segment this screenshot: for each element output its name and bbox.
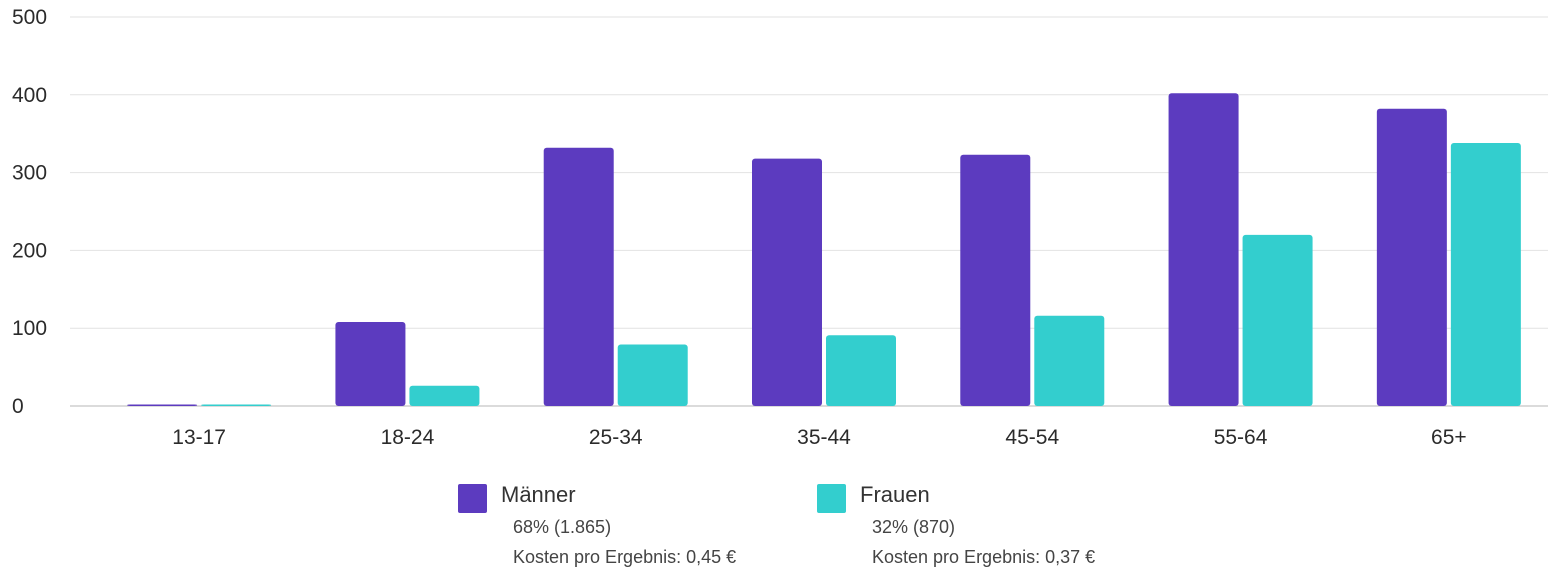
legend-share: 68% (1.865) xyxy=(513,517,612,537)
bar-frauen-55-64[interactable] xyxy=(1242,234,1313,406)
legend-share: 32% (870) xyxy=(872,517,956,537)
bar-frauen-13-17[interactable] xyxy=(201,404,272,406)
y-tick-label: 500 xyxy=(12,6,47,29)
bar-frauen-25-34[interactable] xyxy=(617,344,688,406)
bars xyxy=(127,93,1521,407)
x-tick-label: 45-54 xyxy=(1005,426,1059,449)
bar-chart: 0 100 200 300 400 500 13-17 18-24 25-34 35-44 45-… xyxy=(12,6,1548,449)
legend-cost: Kosten pro Ergebnis: 0,37 € xyxy=(872,547,1096,567)
bar-maenner-45-54[interactable] xyxy=(960,154,1031,406)
bar-frauen-45-54[interactable] xyxy=(1034,315,1105,406)
bar-frauen-18-24[interactable] xyxy=(409,385,480,406)
bar-maenner-55-64[interactable] xyxy=(1168,93,1239,406)
x-tick-label: 35-44 xyxy=(797,426,851,449)
x-tick-label: 18-24 xyxy=(381,426,435,449)
legend-label: Frauen xyxy=(860,482,930,507)
y-tick-label: 0 xyxy=(12,395,24,418)
bar-maenner-13-17[interactable] xyxy=(127,404,198,406)
legend-label: Männer xyxy=(501,482,576,507)
x-tick-label: 25-34 xyxy=(589,426,643,449)
y-tick-label: 300 xyxy=(12,162,47,185)
x-tick-label: 13-17 xyxy=(172,426,226,449)
x-axis-ticks: 13-17 18-24 25-34 35-44 45-54 55-64 65+ xyxy=(172,426,1466,449)
bar-frauen-35-44[interactable] xyxy=(826,335,896,406)
bar-maenner-35-44[interactable] xyxy=(752,158,822,406)
bar-frauen-65+[interactable] xyxy=(1450,143,1521,406)
x-tick-label: 65+ xyxy=(1431,426,1467,449)
x-tick-label: 55-64 xyxy=(1214,426,1268,449)
legend-swatch-frauen xyxy=(817,484,846,513)
bar-maenner-25-34[interactable] xyxy=(543,147,614,407)
legend-swatch-maenner xyxy=(458,484,487,513)
y-tick-label: 400 xyxy=(12,84,47,107)
chart-legend: Männer 68% (1.865) Kosten pro Ergebnis: … xyxy=(458,478,1358,568)
y-tick-label: 200 xyxy=(12,239,47,262)
legend-cost: Kosten pro Ergebnis: 0,45 € xyxy=(513,547,737,567)
y-tick-label: 100 xyxy=(12,317,47,340)
bar-maenner-18-24[interactable] xyxy=(335,321,406,406)
bar-maenner-65+[interactable] xyxy=(1376,108,1447,406)
y-axis-ticks: 0 100 200 300 400 500 xyxy=(12,6,47,418)
